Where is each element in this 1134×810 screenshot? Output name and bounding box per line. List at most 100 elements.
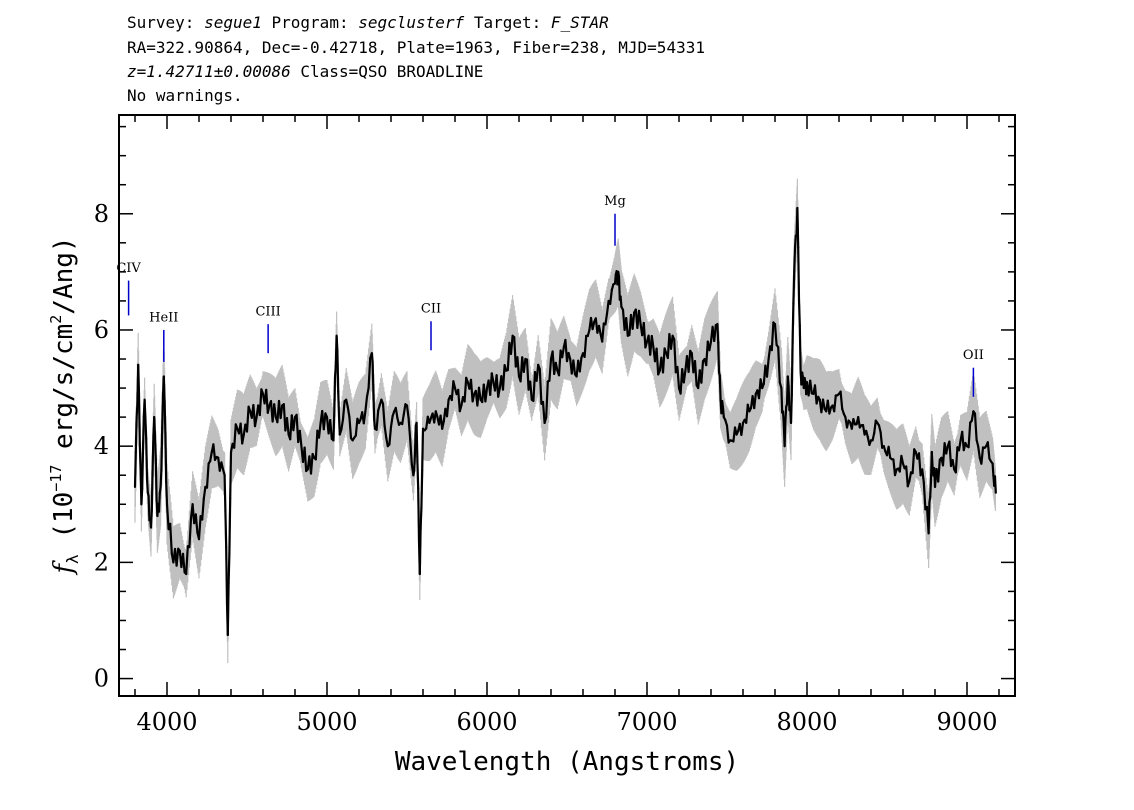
flux-segment bbox=[572, 359, 577, 376]
flux-segment bbox=[245, 405, 250, 433]
flux-segment bbox=[673, 338, 677, 374]
flux-segment bbox=[797, 246, 801, 301]
flux-segment bbox=[921, 468, 925, 484]
flux-segment bbox=[159, 468, 163, 488]
flux-segment bbox=[336, 349, 340, 393]
flux-segment bbox=[144, 416, 148, 440]
flux-segment bbox=[765, 357, 770, 378]
flux-segment bbox=[980, 446, 985, 465]
flux-segment bbox=[258, 388, 263, 417]
flux-segment bbox=[753, 392, 757, 410]
flux-segment bbox=[490, 372, 495, 384]
flux-segment bbox=[225, 546, 229, 605]
x-tick-label: 9000 bbox=[936, 708, 997, 736]
redshift-value: z=1.42711±0.00086 bbox=[127, 62, 291, 81]
survey-label: Survey: bbox=[127, 13, 195, 32]
emission-line-label: CIV bbox=[116, 261, 141, 276]
flux-segment bbox=[790, 340, 794, 397]
flux-segment bbox=[413, 451, 417, 472]
flux-segment bbox=[224, 509, 228, 549]
flux-segment bbox=[389, 415, 394, 429]
flux-segment bbox=[138, 443, 142, 472]
x-tick-label: 4000 bbox=[136, 708, 197, 736]
flux-segment bbox=[604, 312, 609, 326]
flux-segment bbox=[975, 438, 980, 448]
flux-segment bbox=[516, 356, 521, 378]
flux-segment bbox=[420, 469, 424, 510]
emission-line-label: CII bbox=[421, 302, 441, 317]
flux-segment bbox=[463, 376, 468, 403]
flux-segment bbox=[385, 436, 389, 448]
flux-segment bbox=[957, 439, 962, 452]
flux-segment bbox=[175, 547, 180, 567]
header-line-1: Survey: segue1 Program: segclusterf Targ… bbox=[127, 14, 609, 32]
flux-segment bbox=[162, 375, 166, 404]
flux-series bbox=[133, 206, 997, 637]
flux-segment bbox=[421, 427, 425, 472]
flux-segment bbox=[253, 416, 258, 428]
flux-segment bbox=[418, 527, 422, 576]
flux-segment bbox=[796, 206, 800, 249]
plot-frame bbox=[118, 114, 1016, 697]
flux-segment bbox=[770, 321, 775, 352]
flux-segment bbox=[154, 458, 158, 502]
flux-segment bbox=[188, 517, 193, 549]
flux-segment bbox=[669, 334, 674, 350]
flux-segment bbox=[149, 509, 153, 529]
flux-segment bbox=[419, 507, 423, 530]
flux-segment bbox=[409, 438, 413, 466]
flux-segment bbox=[970, 410, 975, 422]
emission-line-label: Mg bbox=[604, 194, 626, 209]
flux-segment bbox=[597, 324, 602, 336]
flux-segment bbox=[809, 379, 813, 395]
flux-segment bbox=[197, 515, 202, 541]
flux-segment bbox=[402, 403, 407, 416]
flux-segment bbox=[541, 400, 546, 425]
flux-segment bbox=[333, 364, 337, 379]
flux-segment bbox=[613, 273, 617, 285]
flux-segment bbox=[150, 468, 154, 512]
flux-segment bbox=[165, 503, 170, 531]
flux-segment bbox=[930, 450, 934, 469]
flux-segment bbox=[417, 487, 421, 542]
flux-segment bbox=[509, 334, 514, 356]
x-axis-title: Wavelength (Angstroms) bbox=[395, 747, 739, 777]
flux-segment bbox=[529, 380, 533, 401]
flux-segment bbox=[661, 347, 666, 374]
flux-segment bbox=[798, 324, 802, 372]
flux-segment bbox=[682, 369, 687, 384]
flux-segment bbox=[954, 446, 959, 474]
emission-line-markers: CIV HeII CIII CII Mg OII bbox=[116, 194, 984, 397]
flux-segment bbox=[266, 404, 271, 414]
flux-segment bbox=[650, 334, 655, 349]
flux-segment bbox=[535, 363, 540, 382]
flux-segment bbox=[141, 448, 145, 490]
target-value: F_STAR bbox=[550, 13, 609, 32]
flux-segment bbox=[725, 424, 730, 444]
flux-segment bbox=[383, 424, 388, 439]
flux-segment bbox=[233, 423, 237, 449]
flux-segment bbox=[157, 492, 161, 513]
flux-segment bbox=[151, 434, 155, 471]
flux-segment bbox=[631, 311, 636, 330]
x-tick-label: 8000 bbox=[776, 708, 837, 736]
flux-segment bbox=[388, 425, 393, 446]
flux-segment bbox=[561, 346, 565, 359]
flux-segment bbox=[977, 445, 981, 459]
emission-line-label: HeII bbox=[149, 310, 178, 325]
flux-segment bbox=[229, 450, 233, 500]
survey-value: segue1 bbox=[204, 13, 262, 32]
flux-segment bbox=[227, 552, 231, 585]
flux-segment bbox=[134, 416, 138, 454]
flux-segment bbox=[181, 552, 186, 574]
flux-segment bbox=[340, 418, 345, 431]
flux-segment bbox=[532, 371, 537, 403]
flux-segment bbox=[317, 421, 322, 439]
flux-segment bbox=[967, 421, 972, 449]
flux-segment bbox=[367, 357, 372, 390]
flux-segment bbox=[538, 368, 543, 405]
flux-segment bbox=[784, 405, 788, 423]
y-tick-label: 0 bbox=[94, 665, 109, 693]
flux-segment bbox=[145, 437, 149, 480]
